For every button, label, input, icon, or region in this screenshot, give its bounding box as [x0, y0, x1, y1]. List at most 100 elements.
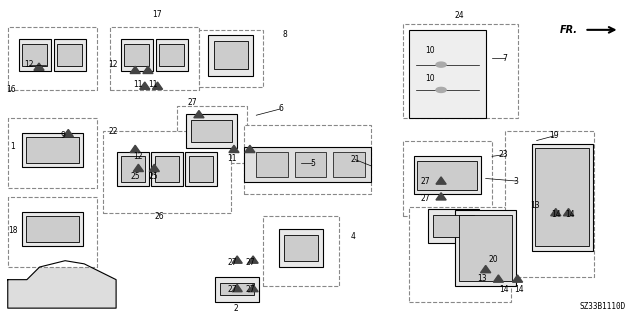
- Bar: [19, 39, 51, 71]
- Bar: [403, 141, 492, 216]
- Text: 17: 17: [153, 10, 163, 19]
- Bar: [262, 216, 339, 286]
- Polygon shape: [563, 209, 573, 216]
- Text: 16: 16: [6, 85, 16, 94]
- Bar: [209, 34, 253, 76]
- Bar: [22, 212, 83, 247]
- Bar: [8, 118, 97, 188]
- Text: 25: 25: [148, 172, 158, 182]
- Text: 9: 9: [61, 131, 66, 140]
- Bar: [26, 216, 79, 242]
- Polygon shape: [436, 193, 446, 200]
- Bar: [109, 27, 199, 90]
- Polygon shape: [248, 285, 258, 292]
- Bar: [121, 156, 145, 182]
- Text: 24: 24: [454, 11, 464, 20]
- Polygon shape: [436, 177, 446, 184]
- Text: 27: 27: [245, 285, 255, 294]
- Bar: [220, 283, 254, 295]
- Bar: [186, 152, 217, 186]
- Bar: [333, 152, 365, 177]
- Text: 4: 4: [351, 232, 356, 241]
- Polygon shape: [194, 110, 204, 118]
- Bar: [536, 148, 589, 247]
- Text: 19: 19: [550, 131, 559, 140]
- Bar: [417, 161, 477, 189]
- Polygon shape: [130, 145, 140, 152]
- Polygon shape: [8, 261, 116, 308]
- Text: 14: 14: [565, 210, 575, 219]
- Bar: [186, 114, 237, 148]
- Text: 27: 27: [188, 98, 197, 107]
- Text: 8: 8: [283, 30, 287, 39]
- Text: 27: 27: [227, 285, 237, 294]
- Text: SZ33B1110D: SZ33B1110D: [580, 302, 626, 311]
- Bar: [428, 209, 479, 243]
- Polygon shape: [232, 285, 243, 292]
- Polygon shape: [513, 275, 523, 282]
- Circle shape: [436, 87, 446, 93]
- Text: 27: 27: [420, 176, 430, 186]
- Text: 14: 14: [499, 285, 508, 294]
- Text: 18: 18: [8, 226, 18, 235]
- Bar: [159, 44, 184, 66]
- Bar: [278, 229, 323, 267]
- Bar: [455, 210, 516, 286]
- Text: 2: 2: [234, 304, 238, 313]
- Polygon shape: [133, 164, 143, 172]
- Polygon shape: [149, 164, 159, 172]
- Polygon shape: [229, 145, 239, 152]
- Bar: [256, 152, 288, 177]
- Text: 3: 3: [514, 176, 518, 186]
- Text: 13: 13: [477, 274, 487, 283]
- Bar: [215, 277, 259, 302]
- Circle shape: [436, 62, 446, 67]
- Text: 10: 10: [425, 74, 435, 83]
- Text: 5: 5: [310, 159, 315, 168]
- Text: 25: 25: [131, 172, 140, 182]
- Bar: [177, 106, 246, 163]
- Text: 11: 11: [134, 80, 143, 89]
- Text: 12: 12: [24, 60, 33, 69]
- Polygon shape: [34, 63, 44, 70]
- Bar: [156, 39, 188, 71]
- Text: 10: 10: [425, 46, 435, 55]
- Text: 11: 11: [148, 80, 158, 89]
- Bar: [244, 125, 371, 194]
- Polygon shape: [152, 82, 163, 89]
- Bar: [124, 44, 149, 66]
- Bar: [26, 137, 79, 163]
- Polygon shape: [550, 209, 561, 216]
- Text: 26: 26: [155, 212, 164, 221]
- Bar: [413, 156, 481, 194]
- Text: 27: 27: [245, 258, 255, 267]
- Polygon shape: [481, 265, 491, 273]
- Bar: [151, 152, 183, 186]
- Text: 23: 23: [499, 150, 508, 159]
- Polygon shape: [63, 130, 74, 137]
- Bar: [22, 133, 83, 167]
- Polygon shape: [130, 66, 140, 73]
- Bar: [22, 44, 47, 66]
- Text: 14: 14: [514, 285, 524, 294]
- Bar: [155, 156, 179, 182]
- Text: 14: 14: [551, 210, 561, 219]
- Bar: [8, 27, 97, 90]
- Bar: [433, 215, 474, 237]
- Bar: [117, 152, 148, 186]
- Text: 1: 1: [10, 142, 15, 151]
- Text: 12: 12: [108, 60, 118, 69]
- Polygon shape: [245, 145, 255, 152]
- Bar: [409, 30, 486, 118]
- Bar: [244, 147, 371, 182]
- Bar: [505, 131, 594, 277]
- Bar: [409, 207, 511, 302]
- Bar: [191, 120, 232, 142]
- Bar: [120, 39, 153, 71]
- Bar: [103, 131, 231, 213]
- Bar: [8, 197, 97, 267]
- Text: 6: 6: [278, 104, 283, 113]
- Text: 27: 27: [420, 194, 430, 203]
- Bar: [403, 24, 518, 118]
- Bar: [199, 30, 262, 87]
